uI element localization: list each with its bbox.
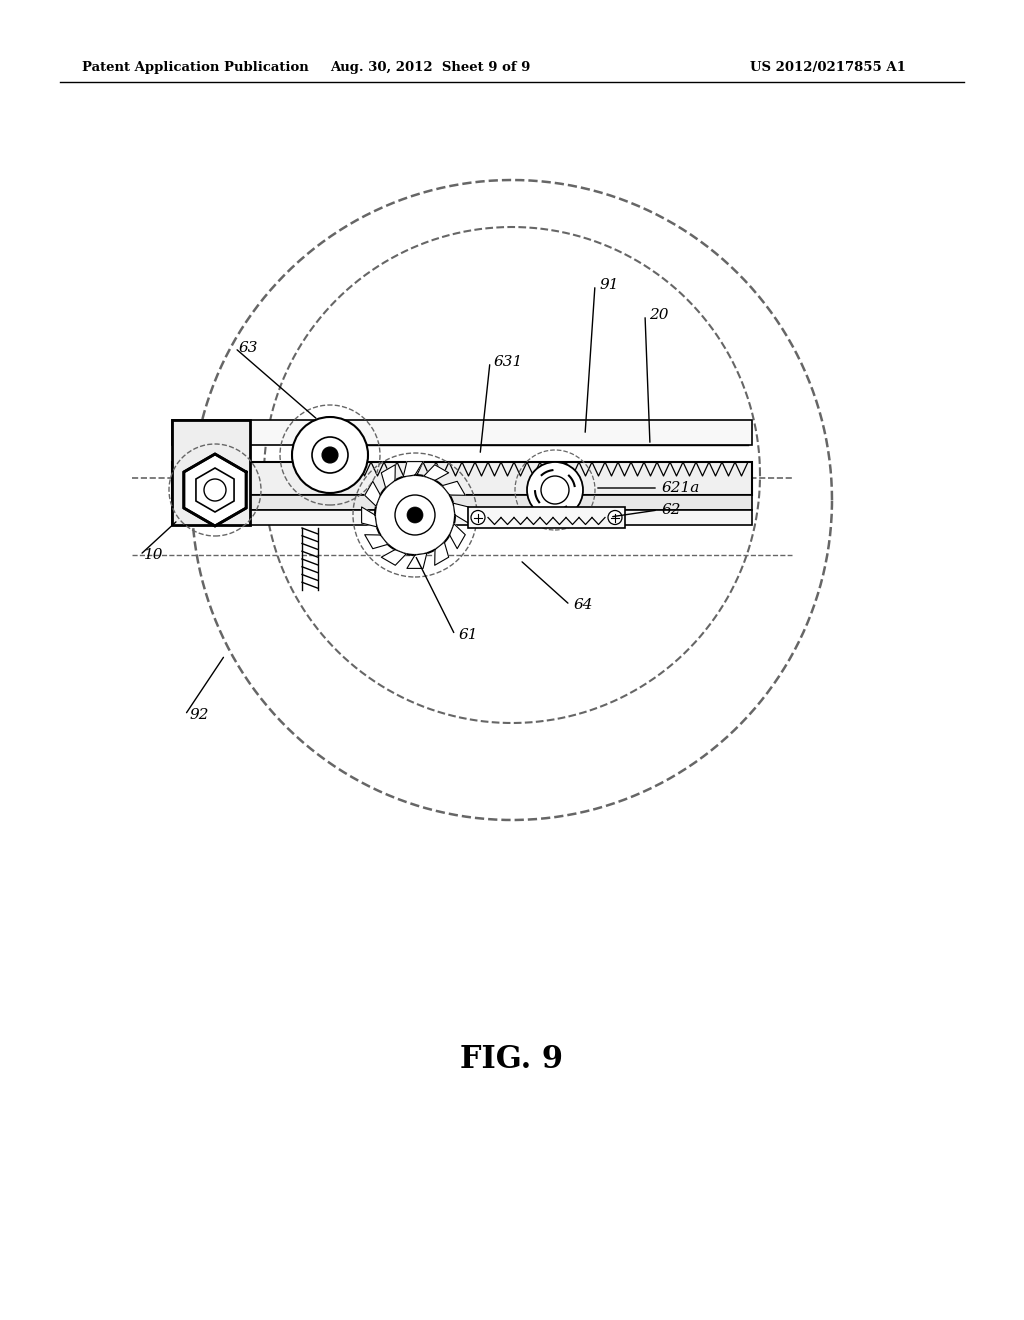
Circle shape bbox=[407, 507, 423, 523]
Circle shape bbox=[471, 511, 485, 524]
Circle shape bbox=[312, 437, 348, 473]
Circle shape bbox=[527, 462, 583, 517]
Text: 91: 91 bbox=[599, 279, 618, 292]
Circle shape bbox=[541, 477, 569, 504]
Polygon shape bbox=[424, 465, 449, 480]
Bar bbox=[172, 420, 752, 445]
Bar bbox=[358, 445, 748, 462]
Polygon shape bbox=[365, 482, 380, 506]
Bar bbox=[172, 510, 752, 525]
Text: 20: 20 bbox=[649, 308, 669, 322]
Polygon shape bbox=[450, 524, 465, 549]
Circle shape bbox=[395, 495, 435, 535]
Circle shape bbox=[375, 475, 455, 554]
Polygon shape bbox=[365, 535, 388, 549]
Polygon shape bbox=[184, 454, 246, 525]
Polygon shape bbox=[381, 549, 407, 565]
Bar bbox=[172, 462, 752, 495]
Polygon shape bbox=[361, 507, 377, 527]
Polygon shape bbox=[442, 482, 465, 495]
Bar bbox=[172, 495, 752, 510]
Bar bbox=[172, 420, 250, 525]
Polygon shape bbox=[454, 503, 468, 523]
Text: 62: 62 bbox=[662, 503, 682, 517]
Text: US 2012/0217855 A1: US 2012/0217855 A1 bbox=[750, 62, 906, 74]
Text: Aug. 30, 2012  Sheet 9 of 9: Aug. 30, 2012 Sheet 9 of 9 bbox=[330, 62, 530, 74]
Polygon shape bbox=[435, 543, 449, 565]
Circle shape bbox=[608, 511, 622, 524]
Text: 621a: 621a bbox=[662, 480, 700, 495]
Text: FIG. 9: FIG. 9 bbox=[461, 1044, 563, 1076]
Text: 63: 63 bbox=[239, 341, 258, 355]
Text: Patent Application Publication: Patent Application Publication bbox=[82, 62, 309, 74]
Polygon shape bbox=[403, 462, 423, 477]
Circle shape bbox=[322, 447, 338, 463]
Text: 92: 92 bbox=[189, 708, 209, 722]
Text: 64: 64 bbox=[574, 598, 594, 612]
Text: 10: 10 bbox=[144, 548, 164, 562]
Text: 631: 631 bbox=[494, 355, 523, 370]
Text: 61: 61 bbox=[459, 628, 478, 642]
Circle shape bbox=[292, 417, 368, 492]
Circle shape bbox=[204, 479, 226, 502]
Polygon shape bbox=[407, 553, 427, 569]
Bar bbox=[468, 507, 625, 528]
Polygon shape bbox=[196, 469, 234, 512]
Polygon shape bbox=[381, 465, 395, 488]
